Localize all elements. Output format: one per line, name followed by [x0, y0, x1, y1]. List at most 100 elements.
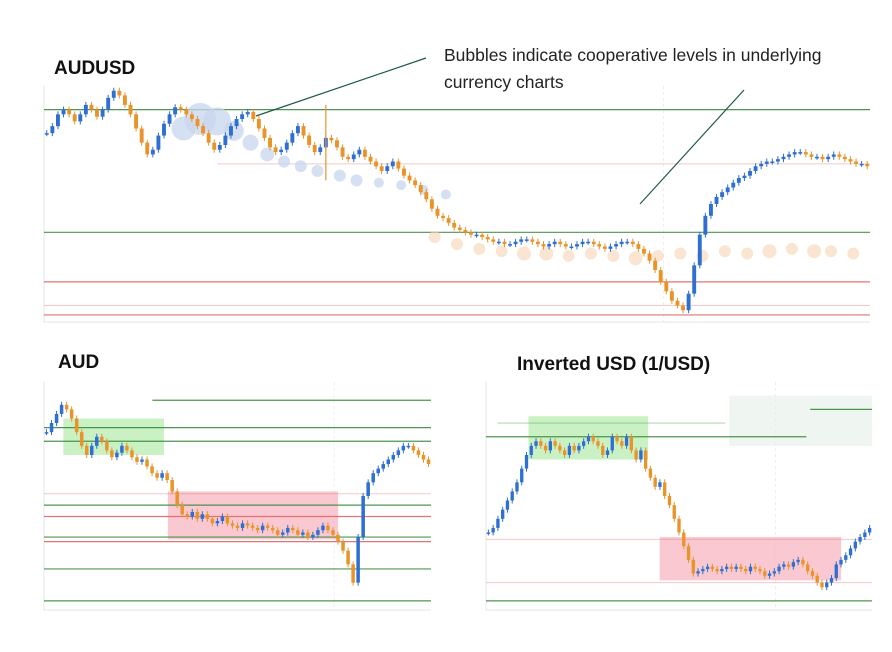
usd-candle: [829, 578, 834, 583]
aud-candle: [235, 525, 240, 528]
main-candle: [156, 135, 161, 150]
aud-candle: [411, 445, 416, 451]
usd-candle: [529, 445, 533, 455]
aud-candle: [336, 534, 340, 542]
usd-candle: [686, 546, 691, 560]
usd-candle: [501, 509, 505, 519]
main-candle: [675, 300, 680, 306]
main-candle: [580, 241, 585, 245]
main-candle: [362, 149, 367, 157]
aud-candle: [180, 505, 184, 515]
main-candle: [781, 156, 786, 160]
main-candle: [837, 154, 842, 157]
aud-candle: [255, 527, 260, 531]
usd-candle: [825, 582, 829, 588]
main-candle: [547, 244, 552, 247]
main-candle: [268, 137, 272, 148]
annotation-pointer-line: [639, 89, 745, 205]
main-candle: [826, 156, 831, 160]
aud-candle: [426, 459, 431, 465]
aud-candle: [170, 480, 174, 492]
aud-candle: [120, 445, 124, 453]
main-candle: [441, 215, 446, 219]
bubble-blue: [242, 134, 259, 151]
main-candle: [357, 149, 362, 155]
usd-candle: [586, 436, 591, 442]
aud-candle: [326, 525, 330, 531]
aud-candle: [386, 459, 391, 465]
aud-candle: [381, 464, 386, 469]
main-candle: [346, 156, 351, 160]
aud-candle: [421, 454, 426, 460]
main-candle: [240, 114, 245, 120]
main-candle: [429, 199, 434, 209]
usd-candle: [572, 445, 576, 451]
main-candle: [83, 104, 88, 115]
usd-candle: [739, 566, 743, 569]
usd-candle: [748, 566, 753, 572]
usd-candle: [548, 441, 553, 451]
aud-candle: [160, 473, 164, 478]
main-candle: [625, 241, 630, 244]
usd-candle: [567, 445, 572, 455]
bubble-orange: [651, 249, 664, 262]
main-candle: [820, 156, 825, 160]
usd-candle: [663, 482, 667, 496]
aud-zone-green: [63, 418, 164, 455]
main-candle: [351, 154, 356, 160]
main-candle: [558, 241, 563, 245]
main-candle: [842, 156, 847, 160]
usd-candle: [701, 568, 705, 572]
main-candle: [792, 152, 797, 155]
main-candle: [854, 161, 859, 164]
main-candle: [575, 244, 579, 247]
aud-candle: [125, 445, 129, 451]
main-candle: [865, 163, 870, 167]
main-candle: [390, 161, 395, 167]
bubble-orange: [516, 246, 531, 261]
bubble-orange: [824, 245, 837, 258]
usd-candle: [791, 562, 796, 567]
main-candle: [742, 175, 747, 179]
main-candle: [290, 133, 295, 143]
usd-candle: [624, 436, 629, 446]
bubble-blue: [260, 147, 275, 162]
main-candle: [55, 114, 60, 127]
usd-candle: [491, 527, 495, 533]
aud-candle: [270, 527, 275, 531]
usd-zone-greygreen: [729, 395, 872, 446]
main-candle: [150, 149, 155, 155]
main-candle: [736, 178, 741, 183]
aud-candle: [84, 445, 89, 455]
bubble-orange: [762, 244, 777, 259]
usd-candle: [577, 445, 581, 451]
usd-candle: [867, 527, 872, 533]
main-candle: [178, 107, 183, 110]
usd-candle: [848, 548, 853, 556]
main-candle: [686, 293, 691, 311]
main-candle: [859, 163, 864, 166]
main-candle: [340, 147, 345, 157]
usd-candle: [601, 445, 605, 455]
main-candle: [552, 241, 557, 245]
main-candle: [284, 142, 289, 150]
usd-candle: [639, 450, 643, 460]
main-candle: [173, 107, 178, 115]
usd-candle: [696, 571, 700, 574]
usd-candle: [543, 445, 548, 451]
aud-candle: [200, 514, 205, 519]
main-candle: [452, 222, 457, 228]
main-candle: [184, 109, 189, 115]
main-candle: [446, 218, 451, 223]
aud-candle: [210, 518, 215, 524]
bubble-orange: [539, 246, 554, 261]
usd-candle: [558, 445, 562, 451]
main-candle: [597, 244, 602, 247]
annotation-pointer-line: [255, 57, 427, 117]
aud-candle: [366, 482, 370, 496]
main-candle: [614, 244, 619, 247]
main-candle: [413, 180, 418, 186]
main-candle: [803, 152, 808, 155]
bubble-orange: [847, 247, 860, 260]
aud-candle: [225, 516, 230, 524]
